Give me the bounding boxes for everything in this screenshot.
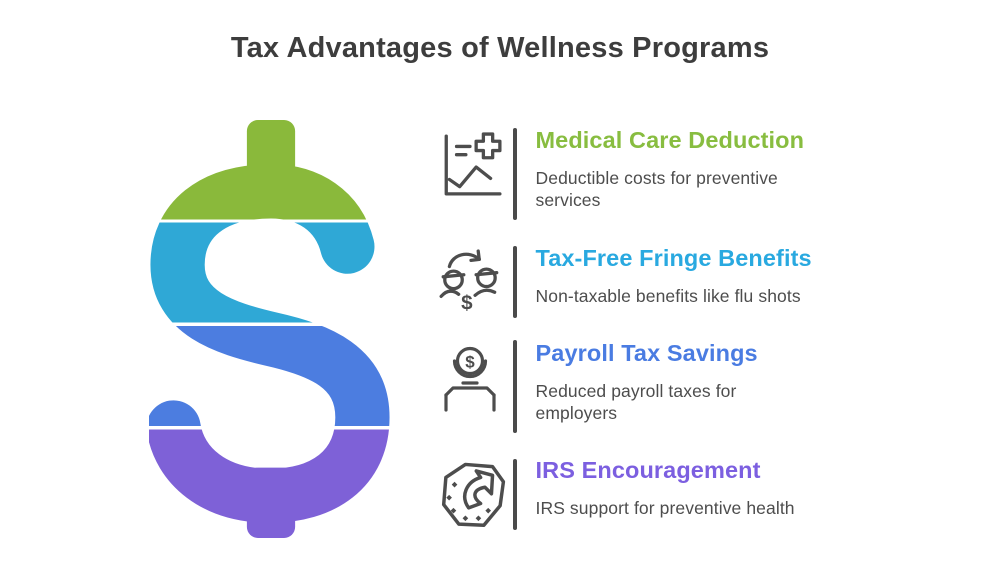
benefit-description: Reduced payroll taxes for employers: [535, 381, 737, 424]
divider-line: [513, 246, 517, 318]
benefit-title: Tax-Free Fringe Benefits: [535, 245, 812, 271]
benefit-description: IRS support for preventive health: [535, 498, 795, 519]
coin-donation-box-icon: $: [438, 344, 506, 414]
divider-line: [513, 459, 517, 530]
divider-line: [513, 340, 517, 433]
benefit-item-tax-free-fringe-benefits: $ Tax-Free Fringe Benefits Non-taxable b…: [438, 243, 868, 320]
benefit-description: Non-taxable benefits like flu shots: [535, 286, 801, 307]
benefit-item-payroll-tax-savings: $ Payroll Tax Savings Reduced payroll ta…: [438, 338, 868, 433]
dollar-sign-svg: [146, 120, 390, 538]
medical-chart-plus-icon: [438, 127, 506, 203]
coins-transfer-icon: $: [438, 248, 506, 320]
dollar-glyph: $: [461, 292, 473, 315]
arrow-ticket-icon: [438, 459, 506, 535]
benefit-description: Deductible costs for preventive services: [535, 168, 778, 211]
benefit-item-medical-care-deduction: Medical Care Deduction Deductible costs …: [438, 125, 868, 220]
benefit-item-irs-encouragement: IRS Encouragement IRS support for preven…: [438, 455, 868, 535]
benefit-title: Medical Care Deduction: [535, 127, 805, 153]
benefit-title: IRS Encouragement: [535, 457, 761, 483]
divider-line: [513, 128, 517, 220]
page-title: Tax Advantages of Wellness Programs: [230, 32, 770, 64]
dollar-sign-graphic: [146, 112, 391, 549]
dollar-s-curve: [146, 164, 390, 523]
benefit-title: Payroll Tax Savings: [535, 340, 758, 366]
dollar-glyph: $: [465, 353, 475, 372]
